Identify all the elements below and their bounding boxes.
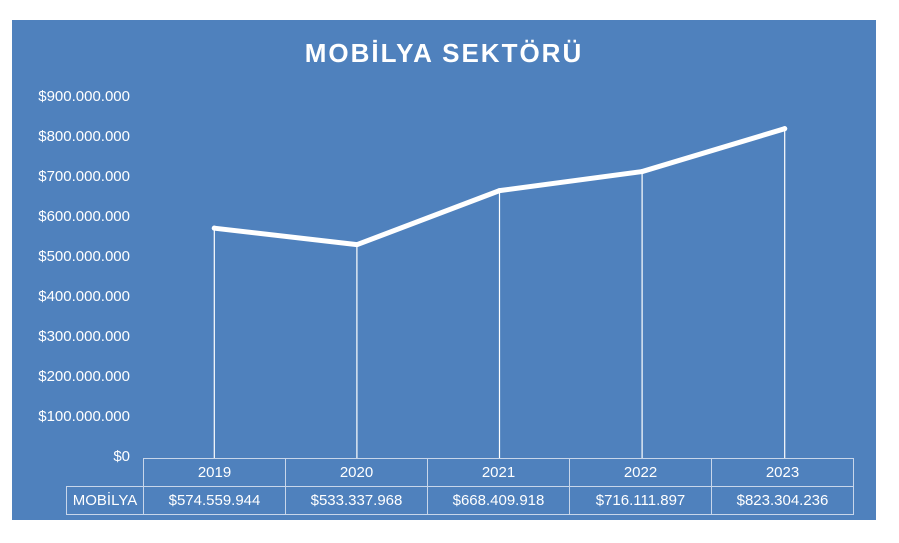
y-tick-label: $800.000.000 [38,128,130,145]
y-tick-label: $700.000.000 [38,168,130,185]
category-label: 2019 [143,458,286,487]
y-tick-label: $400.000.000 [38,288,130,305]
data-point [639,169,645,175]
y-tick-label: $100.000.000 [38,408,130,425]
category-label: 2020 [285,458,428,487]
category-label: 2023 [711,458,854,487]
y-tick-label: $300.000.000 [38,328,130,345]
data-point [211,225,217,231]
data-point [782,126,788,132]
plot-area [211,126,788,458]
category-label: 2021 [427,458,570,487]
data-point [354,242,360,248]
data-point [497,188,502,194]
y-tick-label: $600.000.000 [38,208,130,225]
chart-area: MOBİLYA SEKTÖRÜ $0 $100.000.000 $200.000.0… [12,20,876,520]
chart-title: MOBİLYA SEKTÖRÜ [304,38,584,68]
value-label: $574.559.944 [143,486,286,515]
y-tick-label: $900.000.000 [38,88,130,105]
data-table-corner [66,458,144,487]
y-tick-label: $200.000.000 [38,368,130,385]
data-table: 2019 2020 2021 2022 2023 MOBİLYA $574.55… [66,458,854,515]
y-tick-label: $500.000.000 [38,248,130,265]
data-table-value-row: MOBİLYA $574.559.944 $533.337.968 $668.4… [66,486,854,515]
value-label: $823.304.236 [711,486,854,515]
series-name: MOBİLYA [66,486,144,515]
value-label: $533.337.968 [285,486,428,515]
data-table-header-row: 2019 2020 2021 2022 2023 [66,458,854,487]
value-label: $668.409.918 [427,486,570,515]
category-label: 2022 [569,458,712,487]
value-label: $716.111.897 [569,486,712,515]
